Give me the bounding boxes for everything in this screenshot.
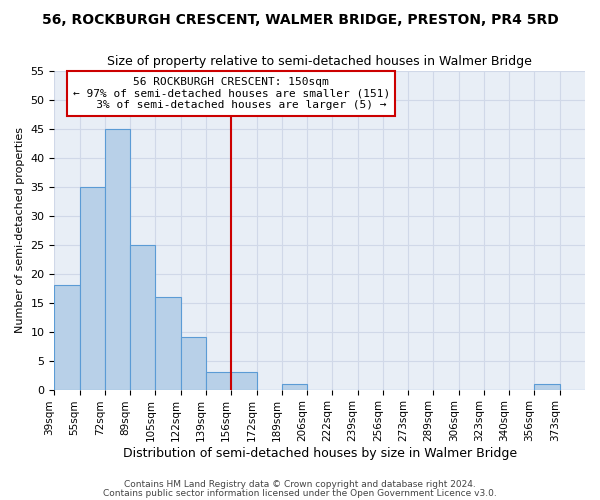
Bar xyxy=(130,244,155,390)
Bar xyxy=(80,186,105,390)
Title: Size of property relative to semi-detached houses in Walmer Bridge: Size of property relative to semi-detach… xyxy=(107,55,532,68)
Bar xyxy=(105,128,130,390)
Text: Contains HM Land Registry data © Crown copyright and database right 2024.: Contains HM Land Registry data © Crown c… xyxy=(124,480,476,489)
Y-axis label: Number of semi-detached properties: Number of semi-detached properties xyxy=(15,127,25,333)
X-axis label: Distribution of semi-detached houses by size in Walmer Bridge: Distribution of semi-detached houses by … xyxy=(122,447,517,460)
Text: 56, ROCKBURGH CRESCENT, WALMER BRIDGE, PRESTON, PR4 5RD: 56, ROCKBURGH CRESCENT, WALMER BRIDGE, P… xyxy=(41,12,559,26)
Text: Contains public sector information licensed under the Open Government Licence v3: Contains public sector information licen… xyxy=(103,488,497,498)
Bar xyxy=(282,384,307,390)
Bar xyxy=(55,285,80,390)
Bar xyxy=(155,297,181,390)
Bar xyxy=(181,338,206,390)
Bar xyxy=(206,372,231,390)
Bar xyxy=(535,384,560,390)
Bar xyxy=(231,372,257,390)
Text: 56 ROCKBURGH CRESCENT: 150sqm
← 97% of semi-detached houses are smaller (151)
  : 56 ROCKBURGH CRESCENT: 150sqm ← 97% of s… xyxy=(73,77,390,110)
